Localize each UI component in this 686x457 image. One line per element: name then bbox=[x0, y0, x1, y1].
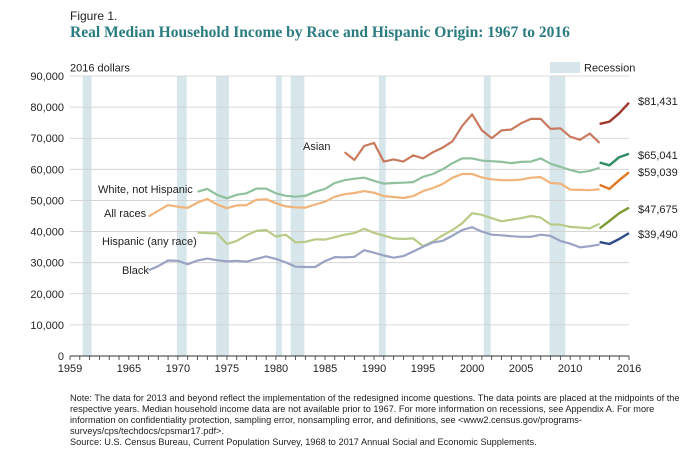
x-tick-label: 1995 bbox=[411, 363, 435, 375]
recession-legend-label: Recession bbox=[584, 63, 635, 75]
x-tick-label: 2005 bbox=[509, 363, 533, 375]
chart-title: Real Median Household Income by Race and… bbox=[70, 24, 570, 41]
y-tick-label: 40,000 bbox=[30, 227, 64, 239]
x-tick-label: 1970 bbox=[166, 363, 190, 375]
series-line-redesigned bbox=[599, 171, 630, 191]
y-tick-label: 80,000 bbox=[30, 102, 64, 114]
y-tick-label: 60,000 bbox=[30, 164, 64, 176]
chart-source: Source: U.S. Census Bureau, Current Popu… bbox=[70, 437, 537, 447]
recession-band bbox=[290, 76, 305, 356]
series-lines bbox=[147, 101, 630, 272]
y-tick-label: 10,000 bbox=[30, 320, 64, 332]
series-line-redesigned bbox=[599, 152, 630, 167]
series-name-label: White, not Hispanic bbox=[98, 184, 193, 196]
series-name-label: Hispanic (any race) bbox=[102, 236, 197, 248]
series-name-label: Black bbox=[122, 265, 149, 277]
x-tick-label: 1965 bbox=[117, 363, 141, 375]
x-tick-label: 2016 bbox=[617, 363, 641, 375]
series-line bbox=[147, 172, 600, 218]
x-tick-label: 1959 bbox=[58, 363, 82, 375]
series-end-value-label: $47,675 bbox=[638, 204, 678, 216]
x-tick-label: 2010 bbox=[558, 363, 582, 375]
series-labels: Asian $81,431 White, not Hispanic $65,041 Al… bbox=[98, 96, 678, 277]
legend: Recession bbox=[550, 62, 635, 75]
recession-band bbox=[216, 76, 229, 356]
y-tick-label: 70,000 bbox=[30, 133, 64, 145]
recession-band bbox=[275, 76, 282, 356]
x-tick-label: 1985 bbox=[313, 363, 337, 375]
gridlines bbox=[70, 75, 629, 326]
series-end-value-label: $81,431 bbox=[638, 96, 678, 108]
recession-bands bbox=[82, 76, 566, 356]
x-tick-label: 1975 bbox=[215, 363, 239, 375]
series-name-label: Asian bbox=[303, 141, 331, 153]
axes: 0 10,000 20,000 30,000 40,000 50,000 60,000 70,… bbox=[30, 71, 641, 375]
y-tick-label: 30,000 bbox=[30, 258, 64, 270]
x-tick-label: 1990 bbox=[362, 363, 386, 375]
series-line bbox=[197, 157, 600, 200]
series-line-redesigned bbox=[599, 101, 630, 126]
recession-band bbox=[549, 76, 566, 356]
series-line-redesigned bbox=[599, 232, 630, 246]
series-line bbox=[148, 226, 600, 272]
y-tick-label: 90,000 bbox=[30, 71, 64, 83]
x-tick-label: 2000 bbox=[460, 363, 484, 375]
y-tick-label: 0 bbox=[58, 351, 64, 363]
series-name-label: All races bbox=[104, 208, 147, 220]
series-end-value-label: $39,490 bbox=[638, 229, 678, 241]
figure-label: Figure 1. bbox=[70, 9, 118, 23]
series-line-redesigned bbox=[598, 206, 630, 230]
series-line bbox=[197, 212, 601, 248]
recession-band bbox=[378, 76, 386, 356]
recession-band bbox=[176, 76, 187, 356]
y-tick-label: 20,000 bbox=[30, 289, 64, 301]
recession-band bbox=[82, 76, 92, 356]
series-line bbox=[343, 113, 601, 163]
y-axis-label: 2016 dollars bbox=[70, 63, 130, 75]
series-end-value-label: $59,039 bbox=[638, 167, 678, 179]
recession-legend-swatch bbox=[550, 62, 580, 73]
series-end-value-label: $65,041 bbox=[638, 150, 678, 162]
chart-note: Note: The data for 2013 and beyond refle… bbox=[70, 393, 680, 436]
y-tick-label: 50,000 bbox=[30, 195, 64, 207]
x-tick-label: 1980 bbox=[264, 363, 288, 375]
